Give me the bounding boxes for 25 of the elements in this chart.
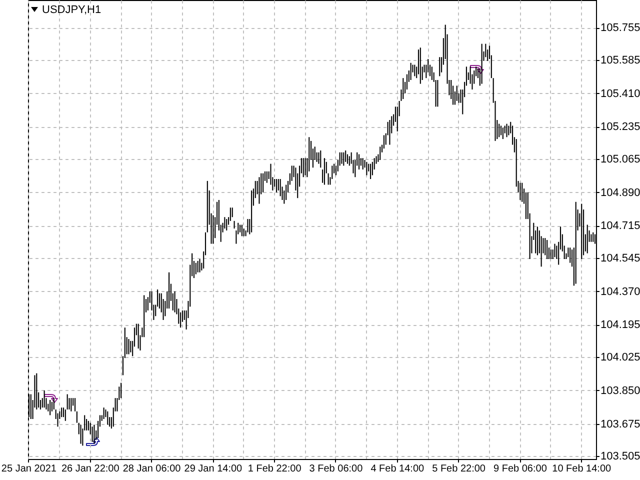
y-tick-label: 104.370 <box>600 286 640 298</box>
y-tick-label: 105.585 <box>600 54 640 66</box>
x-tick-label: 9 Feb 06:00 <box>494 464 548 474</box>
y-tick-label: 105.755 <box>600 22 640 34</box>
x-tick-label: 1 Feb 22:00 <box>248 464 302 474</box>
y-tick-label: 105.235 <box>600 121 640 134</box>
x-tick-label: 3 Feb 06:00 <box>309 464 364 474</box>
y-tick-label: 104.890 <box>600 186 640 199</box>
y-tick-label: 104.715 <box>600 220 640 232</box>
x-tick-label: 4 Feb 14:00 <box>370 464 425 474</box>
x-tick-label: 25 Jan 2021 <box>1 464 57 474</box>
y-tick-label: 105.410 <box>600 88 640 100</box>
y-tick-label: 104.545 <box>600 252 640 265</box>
x-tick-label: 28 Jan 06:00 <box>122 464 182 474</box>
x-tick-label: 26 Jan 22:00 <box>61 464 120 474</box>
y-tick-label: 104.025 <box>600 352 640 364</box>
x-tick-label: 5 Feb 22:00 <box>432 464 486 474</box>
y-tick-label: 105.065 <box>600 154 640 166</box>
y-tick-label: 103.675 <box>600 418 640 430</box>
y-tick-label: 103.505 <box>600 450 640 463</box>
y-tick-label: 104.195 <box>600 319 640 332</box>
y-tick-label: 103.850 <box>600 384 640 397</box>
x-tick-label: 10 Feb 14:00 <box>552 464 612 474</box>
x-tick-label: 29 Jan 14:00 <box>184 464 243 474</box>
chart-title: USDJPY,H1 <box>42 4 102 16</box>
